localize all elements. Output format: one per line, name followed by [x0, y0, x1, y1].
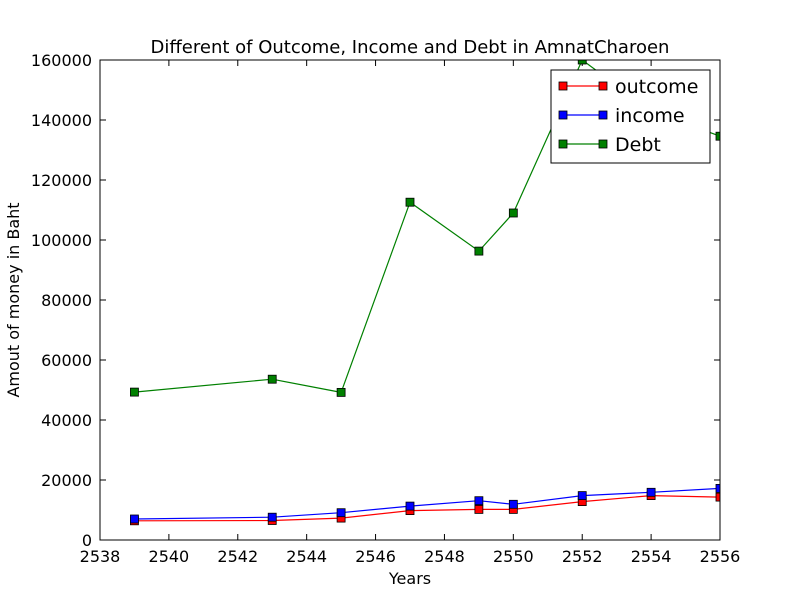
data-point-income — [646, 487, 656, 497]
legend: outcome income Debt — [550, 69, 711, 164]
y-axis-label: Amout of money in Baht — [4, 202, 23, 397]
legend-marker-debt — [558, 139, 568, 149]
data-point-income — [474, 496, 484, 506]
y-tick-label: 0 — [82, 531, 92, 550]
data-point-income — [130, 514, 139, 524]
series-line-outcome — [134, 494, 720, 522]
legend-marker-debt — [598, 139, 608, 149]
y-tick-label: 60000 — [41, 351, 92, 370]
y-tick-label: 20000 — [41, 471, 92, 490]
x-tick-label: 2538 — [80, 547, 121, 566]
legend-label-debt: Debt — [615, 134, 661, 156]
plot-area: 2538 2540 2542 2544 2546 2548 2550 2552 2554 2556… — [31, 51, 740, 566]
y-tick-label: 120000 — [31, 171, 92, 190]
plot-frame — [99, 59, 721, 541]
x-tick-label: 2556 — [700, 547, 741, 566]
legend-marker-outcome — [598, 81, 608, 91]
x-tick-label: 2546 — [355, 547, 396, 566]
data-point-debt — [508, 208, 518, 218]
x-tick-label: 2548 — [424, 547, 465, 566]
data-point-outcome — [474, 504, 484, 514]
data-point-income — [715, 483, 720, 493]
data-point-income — [267, 512, 277, 522]
legend-marker-income — [598, 110, 608, 120]
y-tick-label: 160000 — [31, 51, 92, 70]
legend-label-outcome: outcome — [615, 76, 698, 98]
data-point-debt — [267, 374, 277, 384]
data-point-debt — [336, 387, 346, 397]
data-point-income — [508, 499, 518, 509]
data-point-debt — [715, 131, 720, 141]
data-point-income — [336, 508, 346, 518]
x-tick-label: 2542 — [217, 547, 258, 566]
x-tick-label: 2554 — [631, 547, 672, 566]
legend-marker-income — [558, 110, 568, 120]
data-point-debt — [577, 60, 587, 65]
x-axis-label: Years — [388, 569, 431, 588]
series-line-income — [134, 487, 720, 520]
legend-label-income: income — [615, 105, 685, 127]
y-tick-label: 40000 — [41, 411, 92, 430]
data-point-debt — [130, 387, 139, 397]
y-tick-label: 140000 — [31, 111, 92, 130]
data-point-income — [577, 491, 587, 501]
legend-marker-outcome — [558, 81, 568, 91]
y-tick-label: 80000 — [41, 291, 92, 310]
x-tick-label: 2552 — [562, 547, 603, 566]
y-tick-label: 100000 — [31, 231, 92, 250]
data-point-outcome — [715, 492, 720, 502]
x-tick-label: 2540 — [149, 547, 190, 566]
x-tick-label: 2550 — [493, 547, 534, 566]
data-point-debt — [474, 246, 484, 256]
x-tick-label: 2544 — [286, 547, 327, 566]
data-point-income — [405, 501, 415, 511]
data-point-debt — [405, 197, 415, 207]
chart-title: Different of Outcome, Income and Debt in… — [151, 37, 670, 58]
